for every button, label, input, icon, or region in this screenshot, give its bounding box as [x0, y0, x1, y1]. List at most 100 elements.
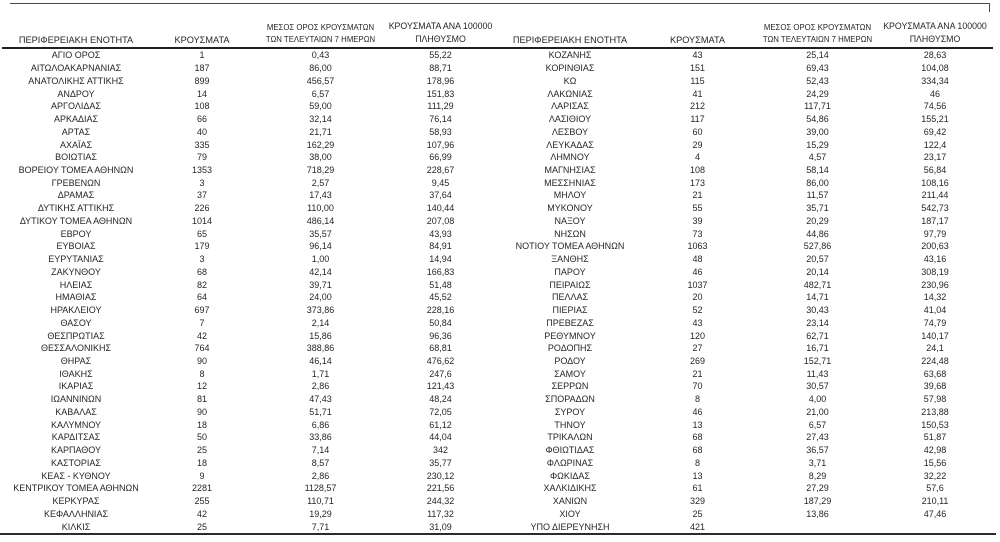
- avg7-cell: 1,71: [311, 368, 330, 379]
- avg7-cell: 486,14: [306, 215, 335, 226]
- avg7-cell: 24,29: [806, 88, 829, 99]
- per100k-cell: 68,81: [429, 343, 452, 354]
- avg7-cell: 19,29: [309, 508, 332, 519]
- region-cell: ΚΕΑΣ - ΚΥΘΝΟΥ: [41, 470, 111, 481]
- per100k-cell: 88,71: [429, 63, 452, 74]
- region-cell: ΜΕΣΣΗΝΙΑΣ: [544, 177, 596, 188]
- region-cell: ΘΑΣΟΥ: [60, 317, 92, 328]
- right-table: ΠΕΡΙΦΕΡΕΙΑΚΗ ΕΝΟΤΗΤΑ ΚΡΟΥΣΜΑΤΑ ΜΕΣΟΣ ΟΡΟ…: [505, 0, 995, 542]
- cases-cell: 68: [692, 445, 703, 456]
- region-cell: ΥΠΟ ΔΙΕΡΕΥΝΗΣΗ: [530, 521, 610, 532]
- region-cell: ΝΑΞΟΥ: [554, 215, 586, 226]
- per100k-cell: 308,19: [921, 266, 949, 277]
- table-row: ΚΑΒΑΛΑΣ 90 51,71 72,05: [2, 406, 494, 419]
- per100k-cell: 178,96: [426, 75, 455, 86]
- per100k-cell: 213,88: [921, 406, 949, 417]
- avg7-cell: 20,57: [806, 254, 829, 265]
- region-cell: ΕΥΒΟΙΑΣ: [56, 241, 96, 252]
- per100k-cell: 44,04: [429, 432, 452, 443]
- cases-cell: 151: [689, 63, 706, 74]
- table-row: ΝΟΤΙΟΥ ΤΟΜΕΑ ΑΘΗΝΩΝ 1063 527,86 200,63: [505, 240, 995, 253]
- region-cell: ΘΕΣΣΑΛΟΝΙΚΗΣ: [40, 343, 112, 354]
- per100k-cell: 15,56: [923, 457, 947, 468]
- cases-cell: 8: [694, 457, 700, 468]
- cases-cell: 1: [199, 50, 205, 61]
- region-cell: ΑΡΓΟΛΙΔΑΣ: [51, 101, 101, 112]
- cases-cell: 4: [694, 152, 700, 163]
- cases-cell: 1353: [191, 164, 213, 175]
- avg7-cell: 718,29: [306, 164, 335, 175]
- table-row: ΜΗΛΟΥ 21 11,57 211,44: [505, 189, 995, 202]
- region-cell: ΗΡΑΚΛΕΙΟΥ: [50, 305, 102, 316]
- region-cell: ΣΕΡΡΩΝ: [551, 381, 589, 392]
- avg7-cell: 69,43: [806, 63, 829, 74]
- avg7-cell: 52,43: [806, 75, 829, 86]
- col-header-region: ΠΕΡΙΦΕΡΕΙΑΚΗ ΕΝΟΤΗΤΑ: [512, 34, 628, 45]
- per100k-cell: 221,56: [426, 483, 455, 494]
- table-row: ΡΟΔΟΥ 269 152,71 224,48: [505, 355, 995, 368]
- table-row: ΚΕΑΣ - ΚΥΘΝΟΥ 9 2,86 230,12: [2, 469, 494, 482]
- table-row: ΡΟΔΟΠΗΣ 27 16,71 24,1: [505, 342, 995, 355]
- cases-cell: 173: [689, 177, 706, 188]
- cases-cell: 82: [196, 279, 207, 290]
- col-header-per100k-line2: ΠΛΗΘΥΣΜΟ: [909, 33, 961, 44]
- per100k-cell: 166,83: [426, 266, 455, 277]
- table-row: ΠΑΡΟΥ 46 20,14 308,19: [505, 265, 995, 278]
- table-row: ΘΗΡΑΣ 90 46,14 476,62: [2, 355, 494, 368]
- avg7-cell: 4,00: [808, 394, 827, 405]
- cases-cell: 70: [692, 381, 703, 392]
- per100k-cell: 51,48: [429, 279, 452, 290]
- avg7-cell: 14,71: [806, 292, 829, 303]
- table-row: ΥΠΟ ΔΙΕΡΕΥΝΗΣΗ 421: [505, 520, 995, 533]
- cases-cell: 117: [690, 114, 705, 125]
- left-table-body: ΑΓΙΟ ΟΡΟΣ 1 0,43 55,22 ΑΙΤΩΛΟΑΚΑΡΝΑΝΙΑΣ …: [2, 49, 494, 533]
- col-header-per100k-line1: ΚΡΟΥΣΜΑΤΑ ΑΝΑ 100000: [883, 21, 987, 31]
- cases-cell: 1014: [191, 215, 213, 226]
- avg7-cell: 1128,57: [304, 483, 337, 494]
- cases-cell: 64: [196, 292, 207, 303]
- per100k-cell: 96,36: [429, 330, 452, 341]
- table-row: ΓΡΕΒΕΝΩΝ 3 2,57 9,45: [2, 176, 494, 189]
- cases-cell: 25: [196, 445, 207, 456]
- avg7-cell: 46,14: [309, 355, 332, 366]
- col-header-avg7-line1: ΜΕΣΟΣ ΟΡΟΣ ΚΡΟΥΣΜΑΤΩΝ: [266, 23, 375, 32]
- avg7-cell: 42,14: [309, 266, 332, 277]
- cases-cell: 37: [196, 190, 207, 201]
- col-header-cases: ΚΡΟΥΣΜΑΤΑ: [669, 34, 726, 45]
- table-row: ΧΙΟΥ 25 13,86 47,46: [505, 507, 995, 520]
- cases-cell: 18: [196, 419, 207, 430]
- cases-cell: 226: [194, 203, 210, 214]
- table-row: ΚΑΛΥΜΝΟΥ 18 6,86 61,12: [2, 418, 494, 431]
- table-row: ΝΗΣΩΝ 73 44,86 97,79: [505, 227, 995, 240]
- avg7-cell: 39,00: [806, 126, 829, 137]
- cases-cell: 46: [692, 266, 703, 277]
- per100k-cell: 247,6: [429, 368, 452, 379]
- table-row: ΚΑΡΠΑΘΟΥ 25 7,14 342: [2, 444, 494, 457]
- per100k-cell: 72,05: [429, 406, 452, 417]
- per100k-cell: 9,45: [431, 177, 450, 188]
- per100k-cell: 111,29: [427, 101, 454, 112]
- region-cell: ΑΙΤΩΛΟΑΚΑΡΝΑΝΙΑΣ: [30, 63, 122, 74]
- cases-cell: 73: [692, 228, 703, 239]
- cases-cell: 120: [689, 330, 706, 341]
- col-header-per100k-line2: ΠΛΗΘΥΣΜΟ: [415, 33, 466, 44]
- region-cell: ΑΧΑΪΑΣ: [59, 139, 93, 150]
- table-row: ΜΕΣΣΗΝΙΑΣ 173 86,00 108,16: [505, 176, 995, 189]
- per100k-cell: 97,79: [923, 228, 947, 239]
- right-table-body: ΚΟΖΑΝΗΣ 43 25,14 28,63 ΚΟΡΙΝΘΙΑΣ 151 69,…: [505, 49, 995, 533]
- avg7-cell: 6,57: [808, 419, 827, 430]
- cases-cell: 65: [196, 228, 207, 239]
- avg7-cell: 2,57: [311, 177, 330, 188]
- avg7-cell: 110,00: [307, 203, 334, 214]
- cases-cell: 764: [194, 343, 210, 354]
- table-row: ΚΑΣΤΟΡΙΑΣ 18 8,57 35,77: [2, 457, 494, 470]
- table-row: ΔΥΤΙΚΗΣ ΑΤΤΙΚΗΣ 226 110,00 140,44: [2, 202, 494, 215]
- cases-cell: 2281: [191, 483, 213, 494]
- avg7-cell: 456,57: [306, 75, 335, 86]
- cases-cell: 3: [199, 177, 205, 188]
- region-cell: ΚΑΡΠΑΘΟΥ: [50, 445, 102, 456]
- table-row: ΑΝΔΡΟΥ 14 6,57 151,83: [2, 87, 494, 100]
- per100k-cell: 43,16: [923, 254, 947, 265]
- table-row: ΧΑΝΙΩΝ 329 187,29 210,11: [505, 495, 995, 508]
- per100k-cell: 32,22: [923, 470, 947, 481]
